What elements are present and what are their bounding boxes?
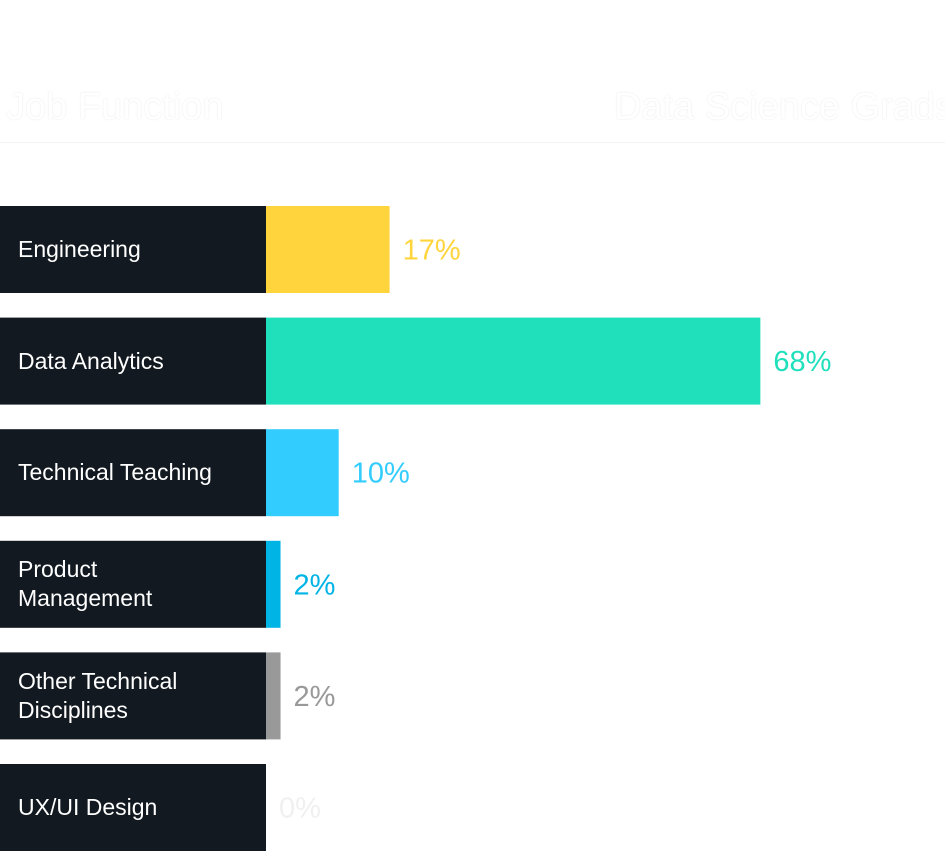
- job-function-heading: Job Function: [6, 86, 224, 128]
- label-box: [0, 652, 266, 740]
- category-label: Technical Teaching: [18, 459, 212, 486]
- category-label: Product Management: [18, 556, 153, 612]
- label-box: [0, 540, 266, 628]
- bar: [266, 540, 281, 628]
- category-label: Engineering: [18, 236, 141, 262]
- data-science-grads-heading: Data Science Grads: [614, 86, 945, 128]
- bar: [266, 317, 761, 405]
- value-label: 0%: [279, 793, 321, 825]
- header-divider: [0, 142, 945, 143]
- value-label: 68%: [773, 346, 831, 378]
- value-label: 10%: [352, 458, 410, 490]
- bar: [266, 652, 281, 740]
- value-label: 17%: [403, 235, 461, 267]
- category-label: Data Analytics: [18, 347, 164, 374]
- label-box: [0, 206, 266, 293]
- label-box: [0, 429, 266, 517]
- value-label: 2%: [294, 569, 336, 601]
- bar: [266, 206, 390, 293]
- value-label: 2%: [294, 681, 336, 713]
- category-label: Other Technical Disciplines: [18, 667, 178, 723]
- bar: [266, 429, 339, 517]
- label-box: [0, 317, 266, 405]
- label-box: [0, 764, 266, 851]
- category-label: UX/UI Design: [18, 794, 158, 820]
